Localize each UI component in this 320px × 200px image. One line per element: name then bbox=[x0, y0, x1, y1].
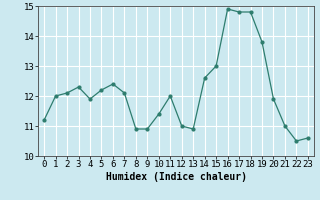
X-axis label: Humidex (Indice chaleur): Humidex (Indice chaleur) bbox=[106, 172, 246, 182]
